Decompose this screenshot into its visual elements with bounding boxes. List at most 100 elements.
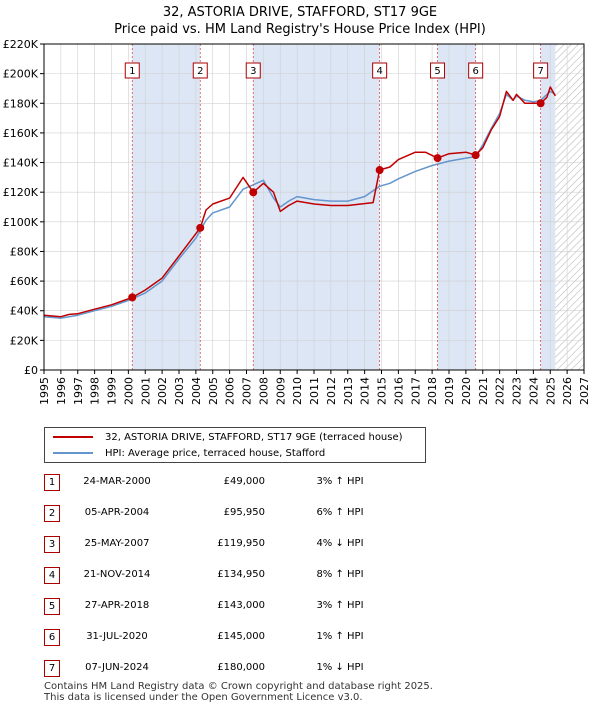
x-tick-label: 2002: [156, 377, 169, 405]
legend-label-hpi: HPI: Average price, terraced house, Staf…: [105, 447, 326, 459]
x-tick-label: 2004: [190, 377, 203, 405]
x-tick-label: 2010: [291, 377, 304, 405]
x-tick-label: 2018: [426, 377, 439, 405]
x-tick-label: 2022: [494, 377, 507, 405]
x-tick-label: 2012: [325, 377, 338, 405]
shaded-range: [253, 44, 380, 370]
sale-date: 27-APR-2018: [84, 600, 150, 611]
footer-line-1: Contains HM Land Registry data © Crown c…: [44, 681, 433, 692]
table-row: 6 31-JUL-2020 £145,000 1% ↑ HPI: [0, 627, 600, 649]
sale-point: [375, 166, 384, 175]
table-row: 5 27-APR-2018 £143,000 3% ↑ HPI: [0, 596, 600, 618]
legend-label-property: 32, ASTORIA DRIVE, STAFFORD, ST17 9GE (t…: [105, 431, 403, 443]
sale-label: 7: [537, 66, 543, 77]
forecast-region: [555, 44, 584, 370]
sale-hpi-diff: 3% ↑ HPI: [316, 476, 364, 487]
x-tick-label: 2005: [207, 377, 220, 405]
footer: Contains HM Land Registry data © Crown c…: [44, 681, 433, 703]
y-tick-label: £200K: [3, 68, 39, 81]
y-tick-label: £0: [24, 364, 38, 377]
x-tick-label: 2007: [241, 377, 254, 405]
sale-label-box: [124, 62, 140, 79]
x-tick-label: 2009: [274, 377, 287, 405]
x-tick-label: 2017: [409, 377, 422, 405]
sale-point: [536, 99, 545, 108]
x-tick-label: 2023: [511, 377, 524, 405]
y-tick-label: £20K: [10, 334, 39, 347]
chart-title: 32, ASTORIA DRIVE, STAFFORD, ST17 9GE Pr…: [0, 4, 600, 38]
sale-hpi-diff: 6% ↑ HPI: [316, 507, 364, 518]
x-tick-label: 1996: [55, 377, 68, 405]
sale-hpi-diff: 1% ↓ HPI: [316, 662, 364, 673]
sale-hpi-diff: 4% ↓ HPI: [316, 538, 364, 549]
series-lines: [43, 86, 556, 319]
y-tick-label: £220K: [3, 38, 39, 51]
sale-hpi-diff: 3% ↑ HPI: [316, 600, 364, 611]
y-tick-label: £140K: [3, 157, 39, 170]
x-tick-label: 2027: [578, 377, 591, 405]
sale-price: £119,950: [217, 538, 265, 549]
sale-number-badge: 2: [44, 505, 60, 522]
legend-swatch-property: [53, 436, 93, 438]
x-tick-label: 2020: [460, 377, 473, 405]
sale-price: £180,000: [217, 662, 265, 673]
sale-date: 07-JUN-2024: [85, 662, 149, 673]
sale-label: 6: [472, 66, 478, 77]
x-tick-label: 2003: [173, 377, 186, 405]
x-tick-label: 2015: [376, 377, 389, 405]
sale-label-box: [430, 62, 446, 79]
sale-number-badge: 1: [44, 474, 60, 491]
sale-label: 3: [250, 66, 256, 77]
sale-number-badge: 7: [44, 660, 60, 677]
legend-item-property: 32, ASTORIA DRIVE, STAFFORD, ST17 9GE (t…: [45, 429, 403, 445]
sale-labels: 1 2 3 4 5 6 7: [124, 62, 549, 79]
sale-label-box: [468, 62, 484, 79]
legend-item-hpi: HPI: Average price, terraced house, Staf…: [45, 445, 325, 461]
x-tick-label: 2024: [527, 377, 540, 405]
shaded-ranges: [132, 44, 584, 370]
x-tick-label: 2001: [139, 377, 152, 405]
sale-number-badge: 5: [44, 598, 60, 615]
x-tick-label: 2021: [477, 377, 490, 405]
shaded-range: [132, 44, 201, 370]
y-tick-label: £80K: [10, 245, 39, 258]
sale-date: 31-JUL-2020: [86, 631, 148, 642]
sale-label-box: [372, 62, 388, 79]
table-row: 7 07-JUN-2024 £180,000 1% ↓ HPI: [0, 658, 600, 680]
title-line-2: Price paid vs. HM Land Registry's House …: [114, 22, 486, 37]
y-tick-label: £60K: [10, 275, 39, 288]
x-tick-label: 2014: [359, 377, 372, 405]
y-tick-label: £40K: [10, 305, 39, 318]
x-tick-label: 2011: [308, 377, 321, 405]
sale-hpi-diff: 8% ↑ HPI: [316, 569, 364, 580]
y-tick-label: £160K: [3, 127, 39, 140]
sale-number-badge: 6: [44, 629, 60, 646]
legend: 32, ASTORIA DRIVE, STAFFORD, ST17 9GE (t…: [44, 427, 426, 463]
sale-point: [249, 188, 258, 197]
table-row: 3 25-MAY-2007 £119,950 4% ↓ HPI: [0, 534, 600, 556]
sale-point: [433, 154, 442, 163]
x-tick-label: 2026: [561, 377, 574, 405]
sale-price: £134,950: [217, 569, 265, 580]
axes: £0 £20K £40K £60K £80K £100K £120K £140K £160K £1…: [3, 38, 591, 405]
table-row: 1 24-MAR-2000 £49,000 3% ↑ HPI: [0, 472, 600, 494]
sale-label: 5: [434, 66, 440, 77]
sale-label-box: [245, 62, 261, 79]
table-row: 2 05-APR-2004 £95,950 6% ↑ HPI: [0, 503, 600, 525]
sale-hpi-diff: 1% ↑ HPI: [316, 631, 364, 642]
sale-label: 2: [197, 66, 203, 77]
sale-points: [128, 99, 545, 302]
sale-point: [128, 293, 137, 302]
footer-line-2: This data is licensed under the Open Gov…: [44, 692, 363, 703]
sale-price: £145,000: [217, 631, 265, 642]
x-tick-label: 1998: [89, 377, 102, 405]
sale-label: 4: [376, 66, 382, 77]
sale-price: £95,950: [223, 507, 265, 518]
sale-number-badge: 4: [44, 567, 60, 584]
x-tick-label: 2016: [392, 377, 405, 405]
sale-date: 24-MAR-2000: [83, 476, 151, 487]
sale-date: 21-NOV-2014: [83, 569, 151, 580]
x-tick-label: 1999: [106, 377, 119, 405]
sale-label: 1: [129, 66, 135, 77]
y-tick-label: £100K: [3, 216, 39, 229]
